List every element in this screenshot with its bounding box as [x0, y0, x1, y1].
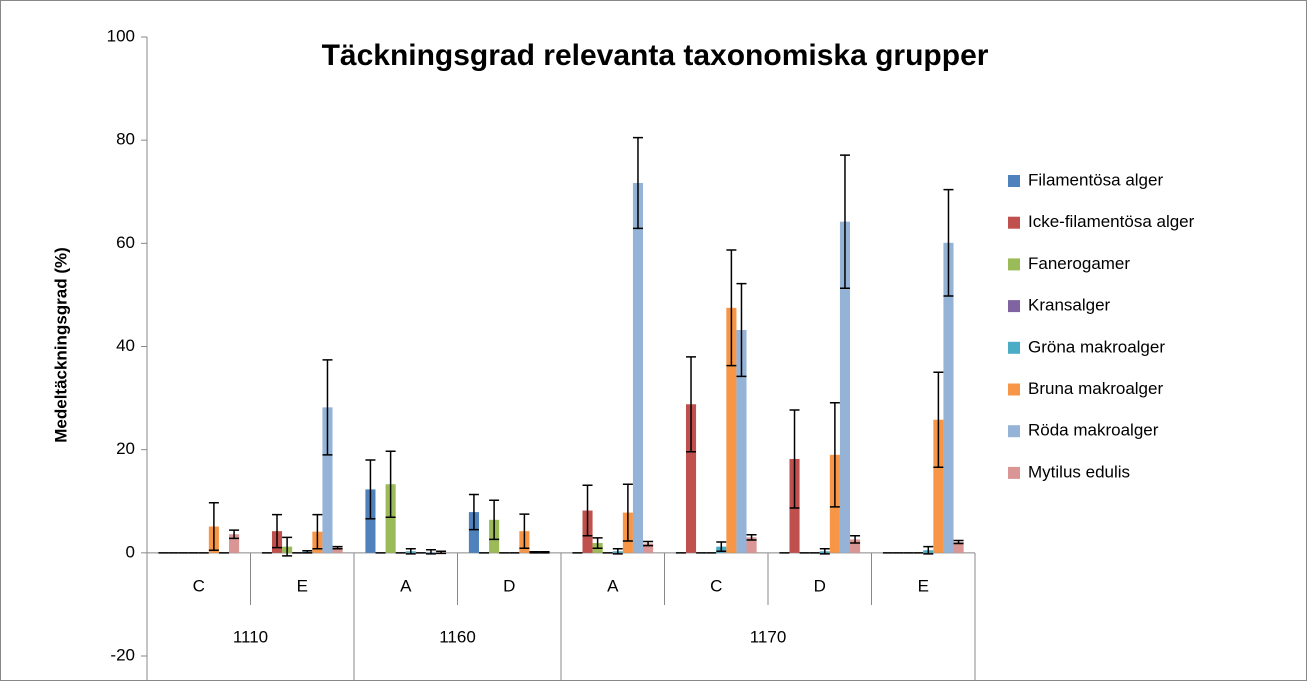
bar [643, 543, 654, 553]
error-bar [632, 136, 643, 230]
legend-swatch [1008, 216, 1020, 229]
error-bar [436, 550, 447, 555]
x-tick-label: A [607, 576, 619, 595]
error-bar [839, 154, 850, 289]
error-bar [489, 499, 500, 541]
x-tick-label: D [814, 576, 826, 595]
error-bar [425, 548, 436, 555]
y-tick-label: 80 [116, 130, 135, 149]
y-tick-label: 20 [116, 439, 135, 458]
legend-swatch [1008, 425, 1020, 438]
error-bar [686, 356, 697, 453]
x-tick-label: E [918, 576, 929, 595]
bar [632, 182, 644, 553]
legend-label: Gröna makroalger [1028, 337, 1165, 356]
group-label: 1170 [750, 627, 787, 646]
x-tick-label: E [297, 576, 308, 595]
bar [229, 534, 240, 553]
error-bar [819, 547, 830, 555]
error-bar [385, 450, 396, 518]
error-bar [726, 249, 737, 367]
error-bar [612, 547, 623, 555]
group-label: 1160 [439, 627, 476, 646]
x-tick-label: D [503, 576, 515, 595]
error-bar [582, 484, 593, 537]
legend-label: Kransalger [1028, 296, 1111, 315]
error-bar [322, 359, 333, 456]
error-bar [829, 401, 840, 508]
legend-swatch [1008, 466, 1020, 479]
legend-swatch [1008, 300, 1020, 313]
bar [332, 547, 343, 553]
y-tick-label: 100 [107, 26, 135, 45]
error-bar [923, 545, 934, 555]
error-bar [529, 551, 540, 554]
error-bar [746, 534, 757, 541]
error-bar [365, 459, 376, 520]
error-bar [302, 550, 313, 554]
error-bar [272, 513, 283, 549]
error-bar [592, 537, 603, 549]
error-bar [405, 547, 416, 555]
bar [736, 329, 747, 553]
y-tick-label: 40 [116, 336, 135, 355]
legend-label: Filamentösa alger [1028, 170, 1163, 189]
bar [385, 484, 396, 553]
bar [365, 489, 376, 553]
error-bar [953, 539, 964, 545]
error-bar [208, 502, 219, 552]
bar [468, 512, 479, 553]
legend-swatch [1008, 383, 1020, 396]
bar [726, 307, 737, 553]
y-tick-label: -20 [110, 645, 135, 664]
error-bar [312, 513, 323, 550]
y-tick-label: 60 [116, 233, 135, 252]
legend-swatch [1008, 175, 1020, 187]
error-bar [282, 536, 293, 557]
legend-label: Fanerogamer [1028, 254, 1130, 273]
legend-swatch [1008, 258, 1020, 271]
error-bar [943, 188, 954, 297]
legend-label: Röda makroalger [1028, 421, 1159, 440]
bar [933, 419, 944, 553]
bar [839, 221, 851, 553]
legend-label: Mytilus edulis [1028, 462, 1130, 481]
error-bar [789, 409, 800, 509]
error-bar [332, 545, 343, 550]
bar [850, 539, 861, 553]
error-bar [468, 493, 479, 531]
chart-title: Täckningsgrad relevanta taxonomiska grup… [322, 39, 989, 72]
legend-label: Bruna makroalger [1028, 379, 1163, 398]
bar [943, 242, 954, 553]
error-bar [519, 513, 530, 549]
x-tick-label: A [400, 576, 412, 595]
error-bar [716, 541, 727, 553]
y-tick-label: 0 [126, 542, 135, 561]
error-bar [850, 535, 861, 544]
error-bar [622, 483, 633, 542]
bar [953, 542, 964, 553]
x-tick-label: C [193, 576, 205, 595]
x-tick-label: C [710, 576, 722, 595]
error-bar [229, 529, 240, 540]
error-bar [933, 371, 944, 468]
bar [746, 537, 757, 553]
error-bar [736, 282, 747, 378]
y-axis-label: Medeltäckningsgrad (%) [51, 247, 70, 443]
bar [322, 407, 333, 553]
legend-swatch [1008, 341, 1020, 354]
error-bar [539, 551, 550, 554]
bar [685, 404, 697, 553]
legend-label: Icke-filamentösa alger [1028, 212, 1195, 231]
group-label: 1110 [233, 627, 268, 646]
error-bar [643, 540, 654, 547]
